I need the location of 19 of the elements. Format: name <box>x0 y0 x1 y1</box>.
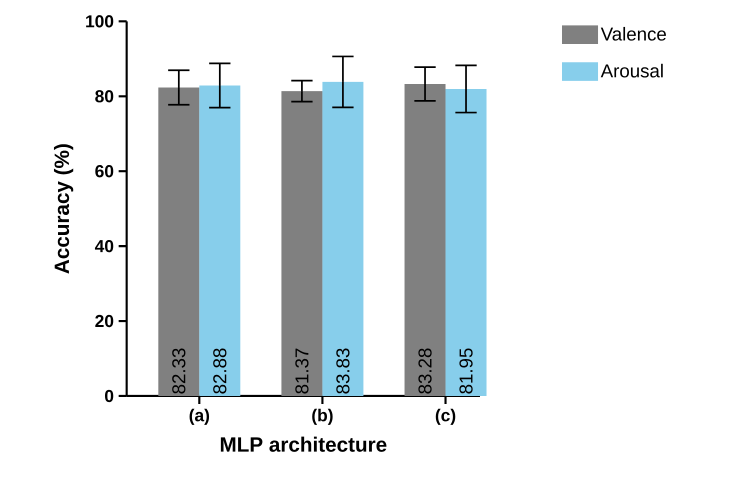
y-tick-label: 20 <box>95 314 114 328</box>
y-tick-label: 100 <box>86 15 114 28</box>
y-tick-label: 60 <box>95 165 114 178</box>
data-label: 83.28 <box>418 348 432 394</box>
x-tick-label: (c) <box>436 408 456 425</box>
y-tick-label: 40 <box>94 240 114 252</box>
data-label: 81.95 <box>459 348 473 394</box>
legend-label: Valence <box>600 26 666 41</box>
y-tick-label: 0 <box>105 390 114 402</box>
data-label: 83.83 <box>336 348 350 394</box>
x-axis-title: MLP architecture <box>220 436 386 452</box>
data-label: 82.33 <box>172 348 186 394</box>
x-tick-label: (a) <box>190 408 210 425</box>
y-tick-label: 80 <box>95 90 114 102</box>
data-label: 82.88 <box>213 348 226 394</box>
legend-label: Arousal <box>600 64 663 78</box>
x-tick-label: (b) <box>312 408 333 425</box>
y-axis-title: Accuracy (%) <box>54 144 74 274</box>
data-label: 81.37 <box>295 348 309 394</box>
